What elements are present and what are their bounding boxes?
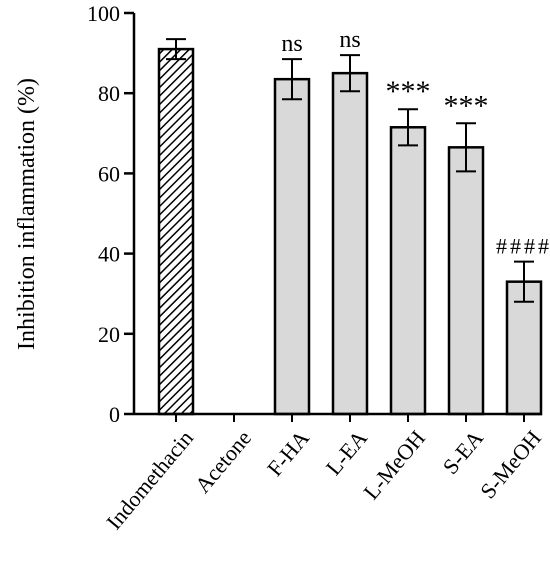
significance-label-s-ea: ***: [444, 89, 489, 122]
bar-s-ea: [447, 146, 485, 416]
x-tick-label-s-meoh: S-MeOH: [475, 425, 546, 503]
significance-label-l-ea: ns: [339, 27, 360, 53]
significance-label-f-ha: ns: [281, 31, 302, 57]
bar-l-meoh: [389, 126, 427, 416]
y-tick-label-100: 100: [87, 1, 120, 26]
y-tick-label-20: 20: [98, 322, 120, 347]
x-tick-label-indomethacin: Indomethacin: [101, 425, 198, 534]
bar-indomethacin: [157, 47, 195, 416]
x-tick-label-s-ea: S-EA: [438, 425, 489, 479]
bar-f-ha: [273, 77, 311, 416]
y-axis-title: Inhibition inflammation (%): [14, 78, 40, 350]
x-tick-label-l-meoh: L-MeOH: [358, 425, 430, 504]
y-tick-label-0: 0: [109, 402, 120, 427]
x-tick-label-acetone: Acetone: [190, 425, 256, 497]
significance-label-s-meoh: ####: [496, 234, 550, 259]
x-tick-label-f-ha: F-HA: [262, 425, 314, 480]
y-tick-label-80: 80: [98, 81, 120, 106]
significance-label-l-meoh: ***: [386, 75, 431, 108]
bar-l-ea: [331, 71, 369, 416]
y-tick-label-40: 40: [98, 242, 120, 267]
x-tick-label-l-ea: L-EA: [321, 425, 372, 480]
y-tick-label-60: 60: [98, 161, 120, 186]
